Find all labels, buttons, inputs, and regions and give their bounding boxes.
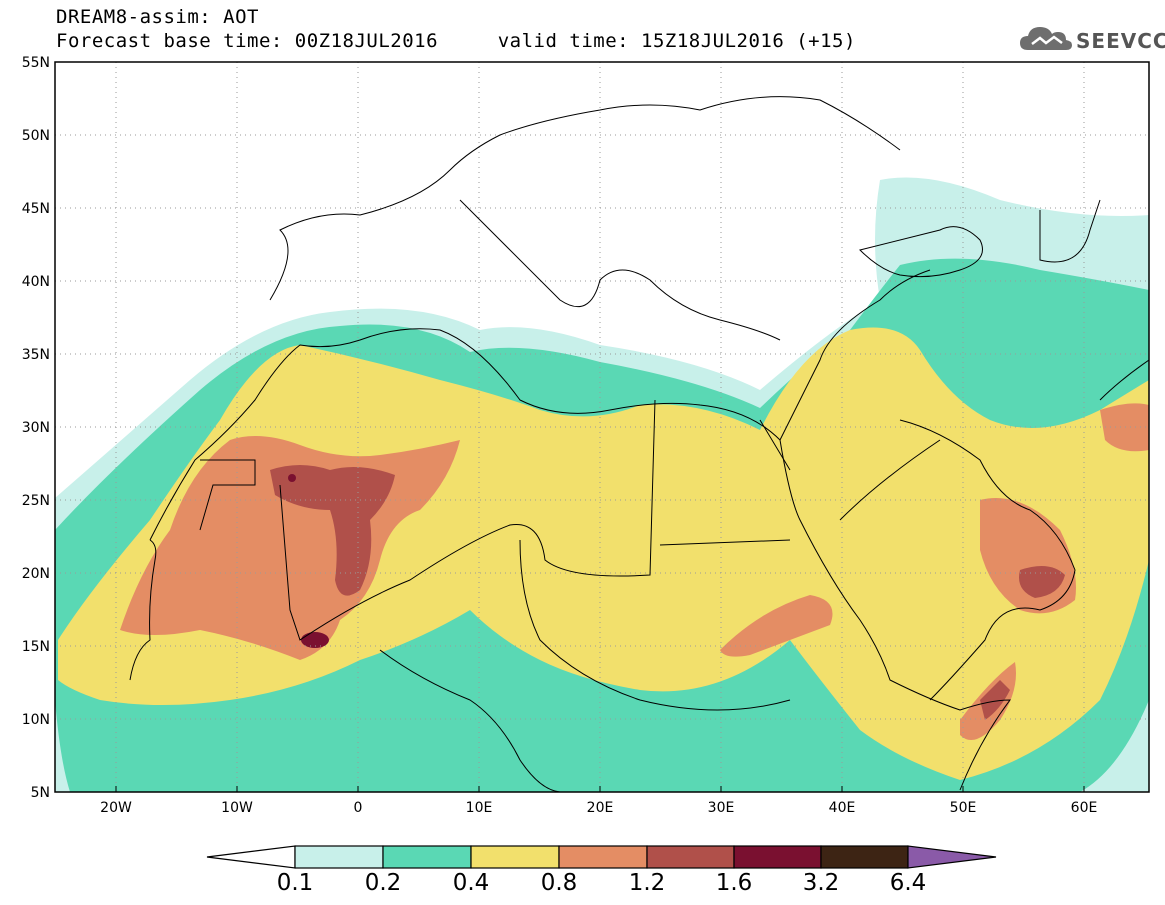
latitude-labels: 55N 50N 45N 40N 35N 30N 25N 20N 15N 10N … <box>22 55 50 801</box>
lon-label: 10E <box>466 800 493 816</box>
longitude-labels: 20W 10W 0 10E 20E 30E 40E 50E 60E <box>100 800 1097 816</box>
lon-label: 20E <box>587 800 614 816</box>
lat-label: 15N <box>22 639 50 655</box>
lon-label: 30E <box>708 800 735 816</box>
colorbar-swatch <box>820 845 909 869</box>
lon-label: 20W <box>100 800 132 816</box>
colorbar-swatch <box>382 845 472 869</box>
axis-ticks <box>115 786 1085 792</box>
lon-label: 0 <box>354 800 363 816</box>
lon-label: 40E <box>829 800 856 816</box>
colorbar-label: 0.1 <box>276 870 314 896</box>
lat-label: 50N <box>22 128 50 144</box>
lon-label: 50E <box>950 800 977 816</box>
colorbar-label: 1.6 <box>715 870 753 896</box>
lat-label: 45N <box>22 201 50 217</box>
colorbar-swatch <box>294 845 384 869</box>
colorbar-swatch <box>646 845 735 869</box>
lat-label: 20N <box>22 566 50 582</box>
colorbar-label: 0.2 <box>364 870 402 896</box>
colorbar-label: 1.2 <box>628 870 666 896</box>
lat-label: 30N <box>22 420 50 436</box>
map-title: DREAM8-assim: AOT <box>56 6 259 28</box>
lat-label: 5N <box>31 785 50 801</box>
colorbar <box>206 845 997 869</box>
lat-label: 35N <box>22 347 50 363</box>
map-frame <box>54 61 1150 793</box>
colorbar-swatch <box>558 845 648 869</box>
seevccc-logo: SEEVCCC <box>1018 22 1165 56</box>
colorbar-swatch <box>470 845 560 869</box>
graticule <box>55 62 1149 792</box>
lat-label: 25N <box>22 493 50 509</box>
colorbar-label: 3.2 <box>802 870 840 896</box>
colorbar-swatch <box>733 845 822 869</box>
lon-label: 60E <box>1071 800 1098 816</box>
lat-label: 10N <box>22 712 50 728</box>
cloud-icon <box>1020 27 1072 50</box>
colorbar-low-arrow <box>206 845 296 869</box>
aot-contour-field <box>55 62 1149 792</box>
forecast-time-info: Forecast base time: 00Z18JUL2016 valid t… <box>56 30 856 52</box>
lat-label: 40N <box>22 274 50 290</box>
colorbar-high-arrow <box>907 845 997 869</box>
colorbar-label: 6.4 <box>889 870 927 896</box>
colorbar-label: 0.8 <box>540 870 578 896</box>
coastlines <box>129 96 1149 792</box>
lon-label: 10W <box>221 800 253 816</box>
colorbar-label: 0.4 <box>452 870 490 896</box>
lat-label: 55N <box>22 55 50 71</box>
logo-text: SEEVCCC <box>1076 29 1165 53</box>
